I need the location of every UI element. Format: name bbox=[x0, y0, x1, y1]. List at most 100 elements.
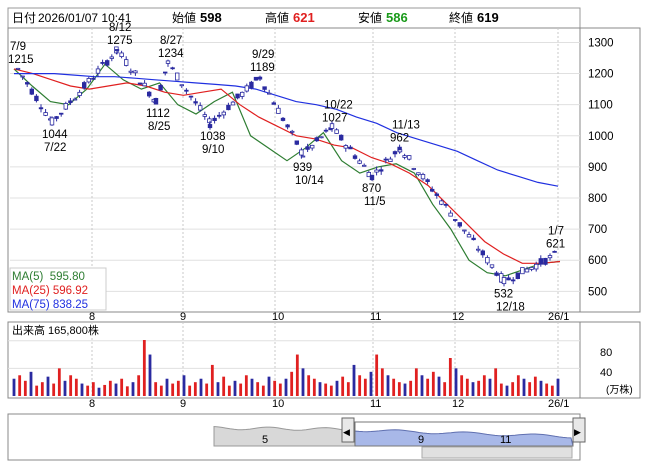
date-label: 日付 bbox=[12, 11, 36, 25]
navigator-area-history bbox=[213, 425, 356, 447]
volume-bar bbox=[539, 380, 543, 396]
volume-bar bbox=[23, 380, 27, 396]
volume-bar bbox=[443, 382, 447, 396]
candle-body bbox=[72, 98, 78, 101]
volume-bar bbox=[556, 378, 560, 396]
price-y-tick: 1000 bbox=[588, 131, 614, 143]
navigator-scrollbar[interactable] bbox=[421, 446, 573, 459]
volume-bar bbox=[193, 382, 197, 396]
candle-body bbox=[142, 82, 147, 87]
x-axis-label-price: 8 bbox=[89, 311, 95, 323]
x-axis-label-price: 26/1 bbox=[548, 311, 569, 323]
annotation-date: 1/7 bbox=[548, 226, 564, 238]
open-value: 598 bbox=[200, 10, 222, 25]
volume-bar bbox=[454, 368, 458, 396]
candle-body bbox=[137, 82, 143, 85]
low-label: 安値 bbox=[358, 10, 382, 25]
x-axis-label-volume: 12 bbox=[452, 398, 464, 410]
high-label: 高値 bbox=[265, 10, 289, 25]
candle-body bbox=[529, 267, 534, 270]
volume-bar bbox=[86, 385, 90, 396]
candle-body bbox=[207, 118, 212, 124]
candle-body bbox=[133, 70, 138, 74]
candle-body bbox=[420, 174, 426, 180]
candle-body bbox=[338, 134, 344, 141]
candle-body bbox=[515, 272, 520, 279]
x-axis-labels-volume: 8 9 10 11 12 26/1 bbox=[89, 398, 569, 410]
x-axis-label-price: 12 bbox=[452, 311, 464, 323]
candle-body bbox=[506, 277, 511, 281]
annotation-date: 11/5 bbox=[364, 196, 386, 208]
candle-body bbox=[226, 104, 231, 111]
annotation-value: 1189 bbox=[250, 62, 275, 74]
candle-body bbox=[239, 91, 245, 97]
candle-body bbox=[49, 117, 55, 126]
price-y-tick: 900 bbox=[588, 162, 607, 174]
volume-bar bbox=[40, 382, 44, 396]
volume-bar bbox=[341, 376, 345, 396]
candle-body bbox=[383, 158, 388, 161]
candle-body bbox=[357, 160, 362, 164]
candle-body bbox=[319, 136, 324, 139]
volume-bar bbox=[216, 382, 220, 396]
volume-bar bbox=[380, 368, 384, 396]
volume-bar bbox=[154, 382, 158, 396]
volume-bar bbox=[108, 380, 112, 396]
candle-body bbox=[439, 200, 444, 205]
candle-body bbox=[510, 279, 516, 282]
x-axis-label-price: 11 bbox=[370, 311, 381, 323]
open-label: 始値 bbox=[172, 10, 196, 25]
volume-bar bbox=[12, 378, 16, 396]
candle-body bbox=[392, 151, 398, 155]
volume-bar bbox=[176, 380, 180, 396]
candle-body bbox=[406, 155, 412, 160]
moving-average-lines bbox=[13, 63, 561, 277]
candle-body bbox=[212, 117, 217, 121]
volume-bar bbox=[165, 378, 169, 396]
x-axis-labels-price: 8 9 10 11 12 26/1 bbox=[89, 311, 569, 323]
volume-bar bbox=[188, 385, 192, 396]
x-axis-label-volume: 26/1 bbox=[548, 398, 569, 410]
volume-bar bbox=[318, 382, 322, 396]
price-y-tick: 1200 bbox=[588, 69, 614, 81]
annotation-date: 7/9 bbox=[10, 41, 26, 53]
volume-bar bbox=[261, 385, 265, 396]
volume-bar bbox=[97, 387, 101, 396]
annotation-value: 621 bbox=[546, 239, 565, 251]
annotation-value: 1112 bbox=[146, 108, 170, 120]
close-value: 619 bbox=[477, 10, 499, 25]
volume-bar bbox=[511, 382, 515, 396]
candle-body bbox=[547, 255, 553, 259]
candle-body bbox=[452, 219, 458, 221]
candle-body bbox=[388, 158, 393, 163]
candle-body bbox=[68, 100, 73, 104]
navigator[interactable]: ◀ ▶ 5 9 11 bbox=[7, 413, 586, 461]
volume-bar bbox=[301, 368, 305, 396]
annotation-date: 12/18 bbox=[496, 301, 525, 313]
candle-body bbox=[170, 67, 175, 70]
price-y-tick: 800 bbox=[588, 193, 607, 205]
navigator-left-handle[interactable] bbox=[341, 417, 355, 443]
candle-body bbox=[434, 193, 439, 196]
candle-body bbox=[230, 101, 236, 106]
ma-line-ma75 bbox=[14, 73, 559, 187]
volume-bar bbox=[114, 383, 118, 396]
candle-body bbox=[305, 146, 310, 150]
volume-bar bbox=[426, 378, 430, 396]
annotation-date: 10/22 bbox=[324, 99, 353, 111]
annotation-value: 532 bbox=[494, 288, 513, 300]
navigator-right-handle[interactable] bbox=[572, 417, 586, 443]
candle-body bbox=[475, 248, 481, 251]
volume-bar bbox=[171, 383, 175, 396]
annotation-value: 962 bbox=[390, 133, 409, 145]
close-label: 終値 bbox=[449, 10, 473, 25]
volume-bar bbox=[244, 375, 248, 396]
candle-body bbox=[253, 76, 259, 81]
x-axis-label-volume: 9 bbox=[180, 398, 186, 410]
candle-body bbox=[348, 146, 353, 150]
volume-bar bbox=[290, 371, 294, 396]
candle-body bbox=[82, 82, 87, 89]
volume-bar bbox=[148, 354, 152, 396]
volume-bar bbox=[57, 368, 61, 396]
